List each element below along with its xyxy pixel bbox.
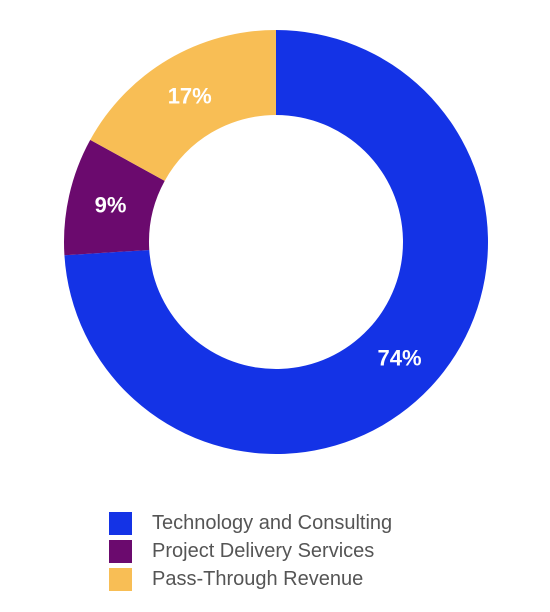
data-label-technology: 74% xyxy=(378,346,422,371)
legend-label: Pass-Through Revenue xyxy=(152,567,364,590)
legend-item-technology: Technology and Consulting xyxy=(109,509,509,537)
data-label-pass-through: 17% xyxy=(168,84,212,109)
legend-label: Project Delivery Services xyxy=(152,539,375,562)
legend-item-pass-through: Pass-Through Revenue xyxy=(109,565,509,593)
legend-label: Technology and Consulting xyxy=(152,511,393,534)
slice-technology xyxy=(64,30,488,454)
legend-swatch xyxy=(109,567,132,591)
legend-swatch xyxy=(109,511,132,535)
chart-legend: Technology and Consulting Project Delive… xyxy=(109,509,509,593)
donut-chart: 74% 9% 17% xyxy=(64,30,488,454)
legend-swatch xyxy=(109,539,132,563)
donut-chart-svg: 74% 9% 17% xyxy=(64,30,488,454)
data-label-project-delivery: 9% xyxy=(95,193,127,218)
slice-project-delivery xyxy=(64,139,165,256)
slice-pass-through xyxy=(90,30,276,181)
legend-item-project-delivery: Project Delivery Services xyxy=(109,537,509,565)
